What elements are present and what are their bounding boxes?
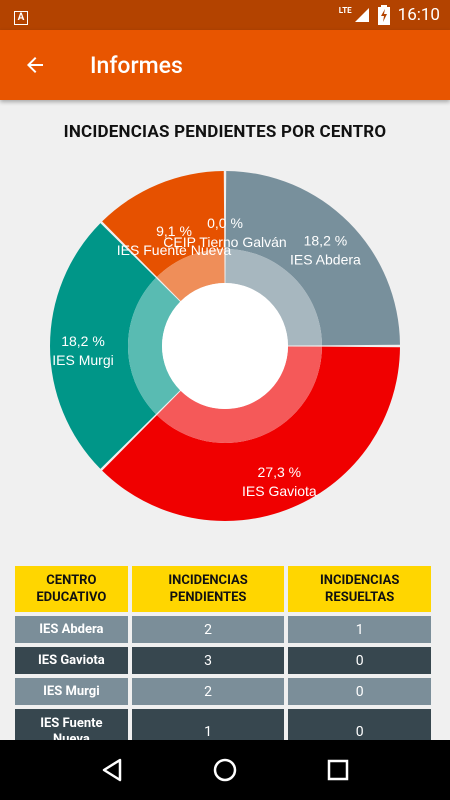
slice-label-ies-murgi: IES Murgi [52,352,113,368]
network-type: LTE [338,5,352,15]
cell-resueltas: 0 [288,709,431,740]
slice-label-ies-fuente-nueva: IES Fuente Nueva [117,242,232,258]
incidencias-table: CENTRO EDUCATIVO INCIDENCIAS PENDIENTES IN… [15,562,435,740]
header-centro: CENTRO EDUCATIVO [15,566,128,612]
slice-label-ceip-tierno-galv-n: CEIP Tierno Galván [163,234,286,250]
back-button[interactable] [0,30,70,100]
cell-resueltas: 0 [288,647,431,674]
page-title: Informes [90,51,183,79]
slice-inner-ies-fuente-nueva [156,249,225,302]
nav-recents-button[interactable] [318,750,358,790]
table-row[interactable]: IES Fuente Nueva 1 0 [15,709,431,740]
nav-back-button[interactable] [92,750,132,790]
table-header-row: CENTRO EDUCATIVO INCIDENCIAS PENDIENTES IN… [15,566,431,612]
cell-pendientes: 1 [131,709,285,740]
table-row[interactable]: IES Abdera 2 1 [15,616,431,643]
cell-pendientes: 3 [131,647,285,674]
nav-home-button[interactable] [205,750,245,790]
slice-inner-ies-gaviota [156,346,322,443]
slice-percent-ies-abdera: 18,2 % [304,233,348,249]
nav-bar [0,740,450,800]
table-row[interactable]: IES Gaviota 3 0 [15,647,431,674]
back-triangle-icon [102,758,121,782]
header-pendientes: INCIDENCIAS PENDIENTES [131,566,285,612]
slice-percent-ceip-tierno-galv-n: 0,0 % [207,215,243,231]
slice-percent-ies-gaviota: 27,3 % [258,464,302,480]
cell-pendientes: 2 [131,616,285,643]
home-circle-icon [213,758,237,782]
cell-centro: IES Murgi [15,678,128,705]
slice-inner-ies-abdera [225,249,322,346]
donut-chart: 18,2 % IES Abdera 27,3 % IES Gaviota 18,2 % I… [50,171,400,521]
recents-square-icon [328,759,349,781]
clock: 16:10 [397,5,440,25]
header-resueltas: INCIDENCIAS RESUELTAS [288,566,431,612]
slice-label-ies-abdera: IES Abdera [290,252,361,268]
cell-pendientes: 2 [131,678,285,705]
slice-ies-gaviota[interactable] [102,346,400,521]
table-row[interactable]: IES Murgi 2 0 [15,678,431,705]
cell-centro: IES Fuente Nueva [15,709,128,740]
battery-charging-icon [377,5,390,25]
app-notification-icon: A [14,11,28,25]
slice-ies-abdera[interactable] [225,171,400,346]
cell-centro: IES Gaviota [15,647,128,674]
slice-label-ies-gaviota: IES Gaviota [242,483,317,499]
donut-hole [162,283,288,409]
slice-ies-fuente-nueva[interactable] [102,171,225,277]
status-bar: A LTE 16:10 [0,0,450,30]
cell-resueltas: 1 [288,616,431,643]
cell-resueltas: 0 [288,678,431,705]
slice-inner-ies-murgi [127,277,181,415]
arrow-back-icon [27,57,43,73]
slice-ies-murgi[interactable] [50,223,156,469]
slice-percent-ies-murgi: 18,2 % [61,333,105,349]
cell-centro: IES Abdera [15,616,128,643]
signal-icon [354,8,369,22]
chart-title: INCIDENCIAS PENDIENTES POR CENTRO [63,122,387,142]
slice-percent-ies-fuente-nueva: 9,1 % [156,223,192,239]
app-bar: Informes [0,30,450,100]
